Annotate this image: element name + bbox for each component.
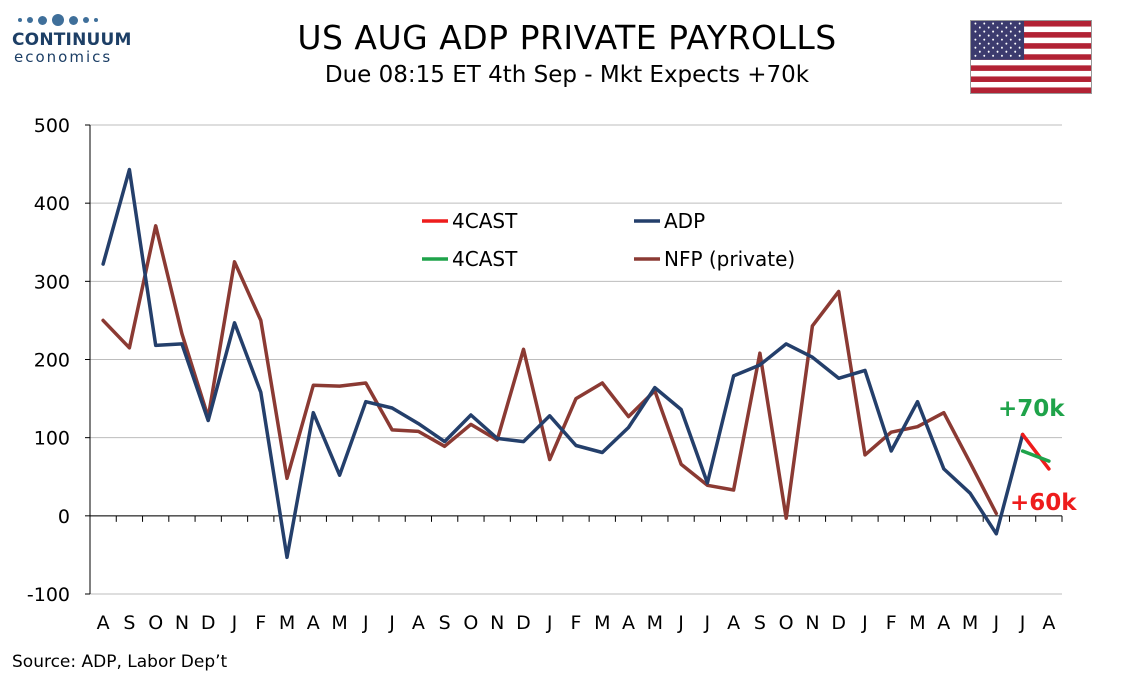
series-line-4cast — [1020, 432, 1051, 471]
y-tick-label: 200 — [34, 350, 70, 372]
series-line-adp — [101, 167, 1025, 560]
continuum-economics-logo: CONTINUUM economics — [12, 14, 142, 66]
y-tick-label: 300 — [34, 271, 70, 293]
x-tick-label: M — [909, 612, 925, 634]
x-tick-label: A — [412, 612, 425, 634]
x-tick-label: A — [307, 612, 320, 634]
x-tick-label: A — [937, 612, 950, 634]
x-tick-label: F — [571, 612, 582, 634]
x-tick-label: N — [490, 612, 504, 634]
x-tick-label: J — [1019, 612, 1026, 634]
x-tick-label: M — [647, 612, 663, 634]
x-tick-label: S — [439, 612, 451, 634]
grid-lines — [90, 124, 1062, 595]
series-line-4cast — [1020, 449, 1051, 463]
x-tick-label: J — [861, 612, 868, 634]
x-tick-label: O — [779, 612, 794, 634]
y-tick-label: 500 — [34, 115, 70, 137]
x-tick-label: F — [255, 612, 266, 634]
legend-label: 4CAST — [452, 247, 518, 271]
annotations: +70k +60k — [998, 396, 1077, 516]
y-tick-label: 0 — [58, 506, 70, 528]
x-tick-label: M — [279, 612, 295, 634]
logo-wordmark: CONTINUUM — [12, 30, 132, 50]
chart-title: US AUG ADP PRIVATE PAYROLLS — [297, 18, 837, 57]
chart-subtitle: Due 08:15 ET 4th Sep - Mkt Expects +70k — [324, 62, 810, 88]
y-tick-label: 100 — [34, 428, 70, 450]
x-tick-label: S — [123, 612, 135, 634]
x-tick-label: D — [516, 612, 531, 634]
x-tick-label: N — [175, 612, 189, 634]
x-tick-label: D — [201, 612, 216, 634]
x-tick-label: N — [805, 612, 819, 634]
x-tick-label: J — [362, 612, 369, 634]
legend-label: ADP — [664, 209, 705, 233]
source-note: Source: ADP, Labor Dep’t — [12, 652, 228, 672]
x-tick-label: S — [754, 612, 766, 634]
x-tick-label: J — [388, 612, 395, 634]
x-tick-label: A — [97, 612, 110, 634]
annotation-70k: +70k — [998, 396, 1065, 422]
x-tick-label: D — [831, 612, 846, 634]
logo-dots — [12, 14, 142, 26]
y-tick-label: 400 — [34, 193, 70, 215]
legend-label: 4CAST — [452, 209, 518, 233]
annotation-60k: +60k — [1010, 490, 1077, 516]
x-tick-label: J — [231, 612, 238, 634]
x-tick-label: M — [594, 612, 610, 634]
series-line-nfp-private- — [101, 224, 999, 520]
logo-tagline: economics — [14, 48, 113, 66]
x-tick-label: F — [886, 612, 897, 634]
x-tick-label: J — [993, 612, 1000, 634]
x-tick-label: A — [727, 612, 740, 634]
x-tick-label: O — [148, 612, 163, 634]
legend-label: NFP (private) — [664, 247, 795, 271]
x-tick-label: M — [331, 612, 347, 634]
us-flag-icon — [970, 20, 1092, 94]
x-tick-label: A — [622, 612, 635, 634]
x-tick-label: J — [546, 612, 553, 634]
legend: 4CAST ADP 4CAST NFP (private) — [422, 209, 795, 271]
x-tick-label: A — [1042, 612, 1055, 634]
x-tick-label: M — [962, 612, 978, 634]
x-tick-label: J — [704, 612, 711, 634]
y-tick-label: -100 — [27, 584, 70, 606]
x-tick-label: J — [677, 612, 684, 634]
x-tick-label: O — [463, 612, 478, 634]
series-lines — [101, 167, 1051, 560]
